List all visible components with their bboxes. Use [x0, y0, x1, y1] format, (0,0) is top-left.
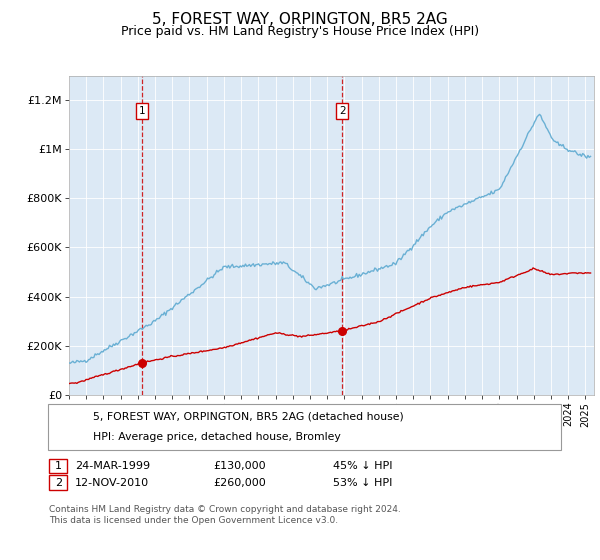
Text: 1: 1	[55, 461, 62, 471]
Text: 2: 2	[339, 106, 346, 116]
Text: Price paid vs. HM Land Registry's House Price Index (HPI): Price paid vs. HM Land Registry's House …	[121, 25, 479, 38]
Text: 2: 2	[55, 478, 62, 488]
Text: 12-NOV-2010: 12-NOV-2010	[75, 478, 149, 488]
Text: 5, FOREST WAY, ORPINGTON, BR5 2AG (detached house): 5, FOREST WAY, ORPINGTON, BR5 2AG (detac…	[93, 412, 404, 422]
Text: £260,000: £260,000	[213, 478, 266, 488]
Text: HPI: Average price, detached house, Bromley: HPI: Average price, detached house, Brom…	[93, 432, 341, 442]
Text: 53% ↓ HPI: 53% ↓ HPI	[333, 478, 392, 488]
Text: Contains HM Land Registry data © Crown copyright and database right 2024.
This d: Contains HM Land Registry data © Crown c…	[49, 505, 401, 525]
Text: £130,000: £130,000	[213, 461, 266, 471]
Text: 5, FOREST WAY, ORPINGTON, BR5 2AG: 5, FOREST WAY, ORPINGTON, BR5 2AG	[152, 12, 448, 27]
Text: 24-MAR-1999: 24-MAR-1999	[75, 461, 150, 471]
Text: 1: 1	[139, 106, 145, 116]
Text: 45% ↓ HPI: 45% ↓ HPI	[333, 461, 392, 471]
